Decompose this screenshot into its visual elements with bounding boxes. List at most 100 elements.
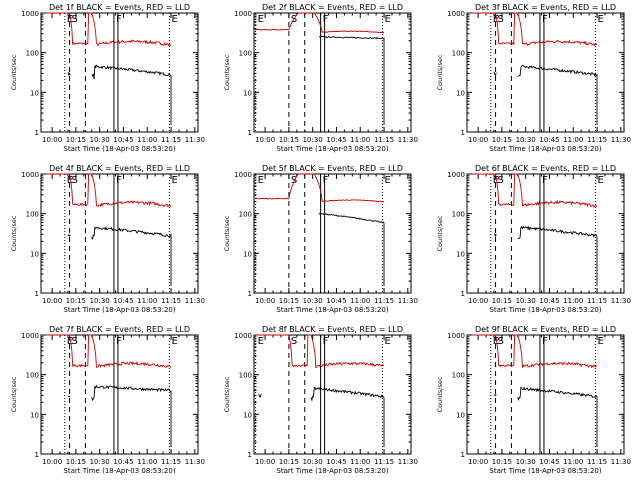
x-tick-label: 10:30: [516, 136, 536, 144]
chart-panel: Det 3f BLACK = Events, RED = LLD 1 10 100 10…: [436, 3, 631, 153]
y-axis-label: Counts/sec: [10, 215, 18, 251]
x-tick-label: 11:15: [374, 458, 394, 466]
y-tick-label: 10: [30, 89, 39, 97]
y-tick-label: 1000: [21, 10, 39, 18]
x-tick-label: 11:30: [398, 458, 418, 466]
plot-frame: [466, 334, 625, 455]
events-series-line: [67, 384, 172, 447]
x-tick-label: 11:30: [398, 136, 418, 144]
x-tick-label: 10:00: [42, 136, 62, 144]
x-tick-label: 10:45: [113, 297, 133, 305]
x-tick-label: 11:15: [161, 297, 181, 305]
marker-label: E: [493, 14, 499, 25]
x-axis-label: Start Time (18-Apr-03 08:53:20): [489, 145, 601, 153]
x-tick-label: 10:30: [90, 458, 110, 466]
marker-label: S: [72, 175, 78, 186]
y-tick-label: 1000: [234, 332, 252, 340]
x-tick-label: 10:15: [279, 136, 299, 144]
plot-frame: [466, 173, 625, 294]
chart-title: Det 4f BLACK = Events, RED = LLD: [49, 164, 190, 173]
lld-series-line: [45, 334, 172, 369]
x-tick-label: 11:15: [587, 297, 607, 305]
marker-label: E: [597, 14, 603, 25]
x-axis-label: Start Time (18-Apr-03 08:53:20): [63, 467, 175, 475]
y-tick-label: 1000: [234, 171, 252, 179]
plot-frame: [40, 12, 199, 133]
x-tick-label: 11:30: [611, 458, 631, 466]
y-tick-label: 1000: [447, 171, 465, 179]
events-series-line: [258, 386, 385, 447]
y-tick-label: 100: [452, 372, 465, 380]
marker-label: S: [72, 14, 78, 25]
y-tick-label: 10: [456, 89, 465, 97]
marker-label: F: [323, 336, 329, 347]
x-tick-label: 10:30: [90, 136, 110, 144]
y-axis-label: Counts/sec: [223, 215, 231, 251]
x-tick-label: 11:30: [611, 136, 631, 144]
y-tick-label: 1: [248, 451, 252, 459]
x-axis-label: Start Time (18-Apr-03 08:53:20): [276, 145, 388, 153]
x-tick-label: 11:30: [185, 136, 205, 144]
marker-label: E: [493, 175, 499, 186]
lld-series-line: [45, 12, 172, 47]
marker-label: E: [597, 175, 603, 186]
marker-label: S: [498, 336, 504, 347]
marker-label: E: [258, 175, 264, 186]
x-tick-label: 10:30: [516, 297, 536, 305]
plot-frame: [253, 173, 412, 294]
x-tick-label: 11:30: [185, 458, 205, 466]
y-tick-label: 1000: [21, 332, 39, 340]
y-axis-label: Counts/sec: [10, 376, 18, 412]
x-tick-label: 11:00: [137, 297, 157, 305]
lld-series-line: [253, 12, 385, 34]
plot-frame: [40, 173, 199, 294]
x-axis-label: Start Time (18-Apr-03 08:53:20): [63, 306, 175, 314]
x-tick-label: 10:00: [42, 458, 62, 466]
chart-title: Det 6f BLACK = Events, RED = LLD: [475, 164, 616, 173]
y-tick-label: 100: [239, 372, 252, 380]
y-tick-label: 10: [243, 250, 252, 258]
x-tick-label: 10:45: [539, 458, 559, 466]
chart-panel: Det 4f BLACK = Events, RED = LLD 1 10 100 10…: [10, 164, 205, 314]
x-axis-label: Start Time (18-Apr-03 08:53:20): [489, 467, 601, 475]
x-tick-label: 10:45: [326, 458, 346, 466]
y-tick-label: 10: [243, 89, 252, 97]
y-tick-label: 1000: [447, 10, 465, 18]
x-axis-label: Start Time (18-Apr-03 08:53:20): [276, 306, 388, 314]
y-axis-label: Counts/sec: [436, 376, 444, 412]
y-tick-label: 1: [248, 290, 252, 298]
x-tick-label: 10:15: [492, 458, 512, 466]
marker-label: S: [498, 14, 504, 25]
y-tick-label: 100: [26, 50, 39, 58]
y-tick-label: 10: [456, 411, 465, 419]
x-axis-label: Start Time (18-Apr-03 08:53:20): [276, 467, 388, 475]
x-tick-label: 10:00: [468, 458, 488, 466]
x-tick-label: 11:15: [161, 458, 181, 466]
x-tick-label: 11:30: [398, 297, 418, 305]
x-tick-label: 10:30: [303, 136, 323, 144]
x-tick-label: 10:15: [279, 458, 299, 466]
marker-label: F: [542, 336, 548, 347]
marker-label: F: [323, 175, 329, 186]
chart-title: Det 3f BLACK = Events, RED = LLD: [475, 3, 616, 12]
marker-label: S: [72, 336, 78, 347]
y-tick-label: 1000: [234, 10, 252, 18]
chart-title: Det 2f BLACK = Events, RED = LLD: [262, 3, 403, 12]
x-tick-label: 10:15: [492, 297, 512, 305]
x-tick-label: 10:00: [468, 297, 488, 305]
chart-panel: Det 6f BLACK = Events, RED = LLD 1 10 100 10…: [436, 164, 631, 314]
marker-label: S: [291, 336, 297, 347]
x-tick-label: 11:15: [374, 136, 394, 144]
x-tick-label: 10:45: [539, 136, 559, 144]
y-axis-label: Counts/sec: [223, 376, 231, 412]
x-tick-label: 10:00: [255, 136, 275, 144]
marker-label: E: [171, 175, 177, 186]
x-tick-label: 10:00: [42, 297, 62, 305]
chart-panel: Det 5f BLACK = Events, RED = LLD 1 10 100 10…: [223, 164, 418, 314]
x-tick-label: 11:00: [350, 136, 370, 144]
marker-label: F: [542, 175, 548, 186]
x-tick-label: 11:00: [563, 458, 583, 466]
marker-label: E: [67, 336, 73, 347]
events-series-line: [493, 64, 598, 125]
